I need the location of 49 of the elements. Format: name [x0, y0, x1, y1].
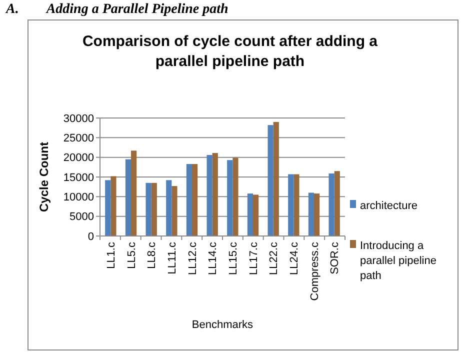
x-tick-label: LL15.c: [228, 242, 240, 276]
y-tick-label: 20000: [63, 152, 94, 164]
x-tick-label: SOR.c: [329, 242, 342, 274]
y-tick-label: 30000: [63, 112, 94, 125]
x-tick-label: LL1.c: [106, 242, 118, 269]
text: A. Adding a Parallel Pipeline path: [5, 2, 229, 17]
bar: [268, 125, 274, 236]
bar: [273, 122, 279, 236]
x-tick-label: LL24.c: [288, 242, 301, 276]
x-tick-label: LL14.c: [207, 242, 220, 276]
x-tick-label: LL11.c: [166, 242, 179, 274]
bar: [146, 182, 152, 236]
x-tick-label: LL5.c: [126, 242, 138, 269]
x-tick-label: LL22.c: [268, 242, 280, 276]
bar: [166, 180, 172, 236]
y-tick-label: 5000: [70, 211, 94, 224]
bar: [151, 182, 157, 236]
bar: [253, 194, 259, 236]
bar: [232, 158, 238, 236]
y-axis-title: Cycle Count: [37, 142, 51, 212]
x-tick-label: LL17.c: [248, 242, 260, 276]
bar: [212, 153, 218, 236]
bar: [308, 192, 314, 236]
y-tick-label: 25000: [63, 132, 94, 145]
legend-label: Introducing a parallel pipeline path: [360, 240, 436, 282]
bar: [294, 174, 300, 236]
bar: [110, 176, 116, 236]
y-tick-label: 0: [88, 230, 94, 243]
bar: [247, 194, 253, 236]
x-tick-label: LL8.c: [146, 242, 158, 269]
bar: [192, 164, 198, 236]
bar: [227, 160, 233, 236]
bar: [328, 173, 334, 236]
bar: [314, 194, 320, 236]
bar: [206, 154, 212, 236]
y-tick-label: 15000: [63, 172, 94, 184]
bar: [186, 164, 192, 236]
x-tick-label: Compress.c: [308, 242, 321, 301]
x-tick-label: LL12.c: [186, 242, 199, 276]
chart-title: Comparison of cycle count after adding a parallel pipeline path: [82, 33, 378, 70]
legend-label: architecture: [360, 200, 418, 212]
y-tick-label: 10000: [63, 192, 94, 204]
bar: [288, 174, 294, 236]
bar: [125, 159, 132, 236]
bar: [105, 180, 111, 236]
bar: [172, 186, 178, 236]
x-axis-title: Benchmarks: [192, 319, 254, 331]
bar: [334, 171, 340, 236]
bar: [131, 150, 137, 236]
